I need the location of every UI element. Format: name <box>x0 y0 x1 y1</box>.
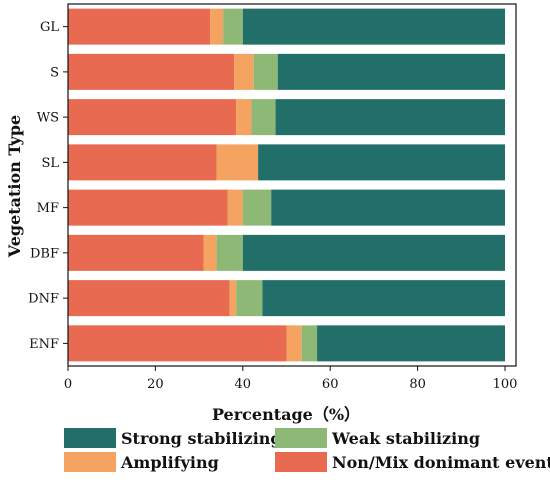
bar-segment-mf-0 <box>68 189 228 226</box>
bar-segment-dnf-0 <box>68 280 230 317</box>
bar-segment-ws-0 <box>68 99 237 136</box>
x-axis-title: Percentage（%） <box>212 405 360 424</box>
bar-segment-s-0 <box>68 53 235 90</box>
bar-segment-s-1 <box>234 53 254 90</box>
y-tick-label: MF <box>37 201 59 216</box>
bar-segment-sl-1 <box>216 144 259 181</box>
plot-frame <box>67 3 517 367</box>
legend-swatch <box>275 428 327 448</box>
legend-swatch <box>64 452 116 472</box>
x-tick-label: 100 <box>493 377 518 392</box>
bar-segment-gl-1 <box>210 8 224 45</box>
y-tick-label: WS <box>37 111 59 126</box>
bar-segment-s-3 <box>277 53 505 90</box>
y-tick-label: GL <box>40 20 59 35</box>
bar-segment-sl-0 <box>68 144 217 181</box>
y-tick-label: ENF <box>29 337 59 352</box>
bar-segment-dbf-0 <box>68 234 204 271</box>
y-axis-title: Vegetation Type <box>5 115 24 258</box>
axes-layer: GL S WS SL MF DBF DNF ENF 0 20 40 60 80 100 <box>28 3 518 392</box>
bar-segment-gl-0 <box>68 8 211 45</box>
legend-label: Non/Mix donimant event <box>332 453 550 472</box>
x-tick-label: 20 <box>147 377 164 392</box>
bar-segment-dbf-3 <box>242 234 506 271</box>
bar-segment-sl-3 <box>258 144 505 181</box>
bar-segment-ws-1 <box>236 99 252 136</box>
bars-layer <box>68 8 506 362</box>
bar-segment-dnf-1 <box>229 280 237 317</box>
bar-segment-enf-1 <box>286 325 302 362</box>
bar-segment-mf-1 <box>227 189 243 226</box>
legend-label: Strong stabilizing <box>121 429 282 448</box>
bar-segment-enf-3 <box>317 325 505 362</box>
y-tick-label: S <box>50 65 59 80</box>
legend-label: Amplifying <box>120 453 219 472</box>
y-tick-label: SL <box>41 156 59 171</box>
legend-swatch <box>275 452 327 472</box>
x-tick-label: 60 <box>322 377 339 392</box>
bar-segment-ws-3 <box>275 99 505 136</box>
bar-segment-gl-2 <box>223 8 243 45</box>
legend-swatch <box>64 428 116 448</box>
x-tick-label: 80 <box>409 377 426 392</box>
bar-segment-s-2 <box>253 53 278 90</box>
bar-segment-enf-0 <box>68 325 287 362</box>
y-tick-label: DBF <box>30 246 59 261</box>
bar-segment-dnf-2 <box>236 280 263 317</box>
bar-segment-mf-3 <box>271 189 505 226</box>
legend-label: Weak stabilizing <box>331 429 480 448</box>
bar-segment-dbf-2 <box>216 234 243 271</box>
bar-segment-mf-2 <box>242 189 272 226</box>
x-tick-label: 40 <box>235 377 252 392</box>
y-tick-label: DNF <box>28 292 59 307</box>
bar-segment-gl-3 <box>242 8 506 45</box>
bar-segment-dnf-3 <box>262 280 505 317</box>
legend: Strong stabilizing Weak stabilizing Amplif… <box>64 428 550 472</box>
bar-segment-ws-2 <box>251 99 276 136</box>
x-tick-label: 0 <box>64 377 72 392</box>
bar-segment-enf-2 <box>301 325 318 362</box>
bar-segment-dbf-1 <box>203 234 217 271</box>
